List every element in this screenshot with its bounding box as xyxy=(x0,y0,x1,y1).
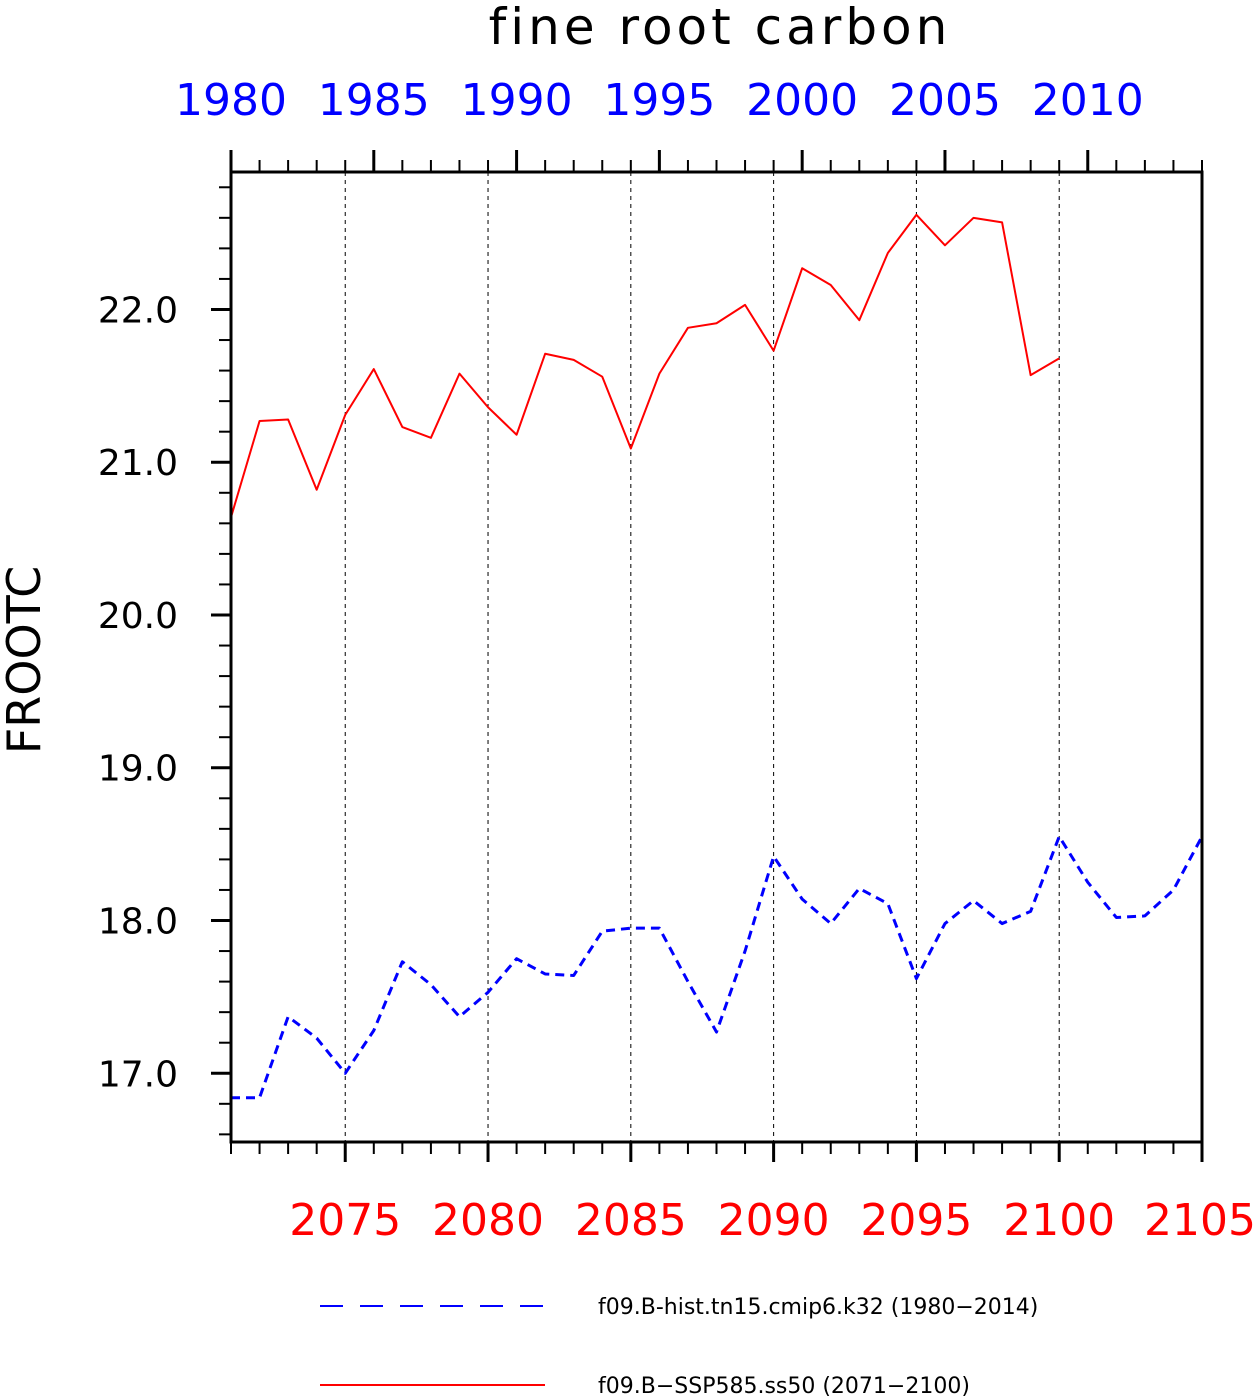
line-ssp xyxy=(230,213,1060,518)
x-top-tick-label: 2000 xyxy=(746,75,858,126)
x-top-tick-labels: 1980 1985 1990 1995 2000 2005 2010 xyxy=(175,75,1144,126)
plot-frame xyxy=(229,170,1204,1144)
x-top-tick-label: 2010 xyxy=(1032,75,1144,126)
y-tick-label: 20.0 xyxy=(98,596,178,637)
x-bottom-tick-label: 2090 xyxy=(718,1195,830,1246)
x-top-tick-label: 1980 xyxy=(175,75,287,126)
x-top-tick-label: 1995 xyxy=(603,75,715,126)
x-top-tick-label: 1985 xyxy=(318,75,430,126)
line-hist xyxy=(231,834,1204,1100)
x-top-tick-label: 1990 xyxy=(461,75,573,126)
y-tick-label: 22.0 xyxy=(98,290,178,331)
chart-title: fine root carbon xyxy=(489,0,952,56)
x-top-tick-label: 2005 xyxy=(889,75,1001,126)
x-bottom-tick-label: 2085 xyxy=(575,1195,687,1246)
series-ssp xyxy=(230,213,1060,518)
y-tick-labels: 17.0 18.0 19.0 20.0 21.0 22.0 xyxy=(98,290,178,1095)
x-bottom-tick-label: 2080 xyxy=(432,1195,544,1246)
y-tick-label: 17.0 xyxy=(98,1054,178,1095)
x-bottom-tick-label: 2095 xyxy=(860,1195,972,1246)
y-tick-label: 18.0 xyxy=(98,902,178,943)
y-tick-label: 21.0 xyxy=(98,443,178,484)
legend-label-ssp: f09.B−SSP585.ss50 (2071−2100) xyxy=(598,1374,970,1399)
grid-lines xyxy=(344,172,1060,1142)
legend: f09.B-hist.tn15.cmip6.k32 (1980−2014) f0… xyxy=(320,1295,1038,1399)
x-bottom-tick-label: 2075 xyxy=(289,1195,401,1246)
y-tick-label: 19.0 xyxy=(98,749,178,790)
series-hist xyxy=(230,834,1204,1100)
x-bottom-tick-labels: 2075 2080 2085 2090 2095 2100 2105 xyxy=(289,1195,1256,1246)
x-bottom-tick-label: 2100 xyxy=(1003,1195,1115,1246)
axis-ticks xyxy=(211,150,1204,1162)
legend-label-hist: f09.B-hist.tn15.cmip6.k32 (1980−2014) xyxy=(598,1295,1038,1320)
x-bottom-tick-label: 2105 xyxy=(1144,1195,1256,1246)
y-axis-label: FROOTC xyxy=(0,566,51,754)
